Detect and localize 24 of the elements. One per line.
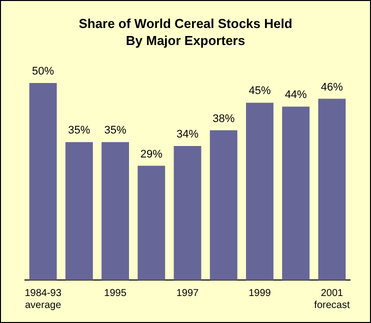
chart-title: Share of World Cereal Stocks Held By Major Exporters xyxy=(78,15,294,49)
bar xyxy=(138,166,166,280)
x-tick-label: 1984-93 average xyxy=(24,288,62,311)
data-label: 34% xyxy=(176,128,199,141)
bar xyxy=(210,130,238,280)
bar xyxy=(246,102,274,280)
x-tick-label: 1995 xyxy=(104,288,127,299)
x-tick-label: 1997 xyxy=(176,288,200,299)
bar xyxy=(29,83,57,280)
data-label: 50% xyxy=(32,66,54,78)
bar xyxy=(318,98,346,280)
data-label: 38% xyxy=(212,112,235,125)
bar xyxy=(282,106,310,280)
data-label: 46% xyxy=(320,81,344,94)
bar xyxy=(102,142,129,280)
data-label: 35% xyxy=(104,124,126,137)
bar xyxy=(65,142,93,280)
x-tick-label: 2001 forecast xyxy=(314,288,350,311)
x-tick-label: 1999 xyxy=(248,288,272,299)
bar xyxy=(174,146,202,280)
data-label: 35% xyxy=(68,124,90,137)
data-label: 45% xyxy=(248,85,271,98)
data-label: 44% xyxy=(284,89,308,102)
data-label: 29% xyxy=(140,148,163,160)
